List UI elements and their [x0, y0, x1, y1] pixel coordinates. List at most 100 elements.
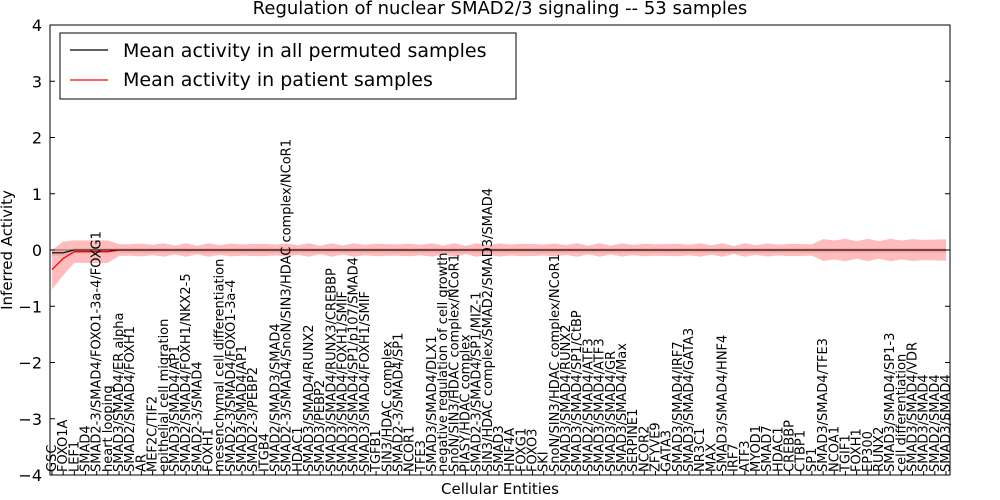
entity-label: EP300 [861, 431, 876, 472]
entity-label: SMAD3/SMAD4/IRF7 [671, 341, 686, 472]
x-axis-label: Cellular Entities [441, 480, 559, 498]
entity-label: SMAD7 [760, 425, 775, 472]
legend: Mean activity in all permuted samples Me… [59, 32, 517, 100]
entity-label: SMAD3/SMAD4/VDR [906, 342, 921, 472]
entity-label: SMAD4 [79, 425, 94, 472]
entity-label: SMAD3/SMAD4/SP1/CtBP [570, 310, 585, 472]
entity-label: HNF4A [503, 428, 518, 472]
entity-label: SMAD3/SMAD4/HNF4 [716, 335, 731, 472]
entity-label: SMAD3/SMAD4/RUNX3/CREBBP [324, 268, 339, 472]
y-axis-label: Inferred Activity [0, 190, 16, 310]
entity-label: SMAD2/SMAD4/FOXH1 [123, 326, 138, 472]
entity-label: SIN3/HDAC complex/SMAD2/SMAD3/SMAD4 [481, 188, 496, 472]
entity-label: SMAD2/SMAD4 [928, 374, 943, 472]
entity-label: SMAD2-3/SMAD4/SP1 [391, 333, 406, 472]
entity-label: SMAD3 [492, 425, 507, 472]
entity-label: SMAD2-3/SMAD4 [190, 361, 205, 472]
entity-label: AR [134, 454, 149, 472]
legend-box [59, 32, 517, 100]
entity-label: FOXO1A [56, 420, 71, 472]
entity-label: SMAD2/SMAD3/SMAD4 [269, 323, 284, 472]
permuted-mean-line [52, 249, 946, 254]
entity-label: HDAC1 [771, 426, 786, 472]
entity-label: SMAD3/SMAD4/Max [615, 343, 630, 472]
entity-label: SKI [537, 451, 552, 472]
entity-label: FOXG1 [514, 428, 529, 472]
entity-label: TGIF1 [838, 434, 853, 473]
entity-label: SIN3/HDAC complex [380, 341, 395, 472]
entity-label: SMAD2-3/SMAD4/FOXO1-3a-4 [224, 280, 239, 472]
entity-label: SMAD3/SMAD4/SP1/p107/SMAD4 [347, 257, 362, 472]
entity-label: SMAD3/SMAD4/AP1 [235, 345, 250, 472]
y-tick-label: −2 [18, 354, 42, 373]
entity-label: SMAD2-3/SMAD4/SnoN/SIN3/HDAC complex/NCo… [280, 139, 295, 472]
entity-label: SMAD3/SMAD4/GATA3 [682, 328, 697, 472]
entity-label: ATF3 [738, 440, 753, 472]
entity-label: SMAD3/PEBP2 [313, 380, 328, 472]
entity-label: FOXH1 [202, 428, 217, 472]
entity-label: SMAD3/SMAD4/SP1-3 [883, 333, 898, 472]
y-tick-label: 1 [32, 185, 42, 204]
entity-label: SMAD3/SMAD4 [917, 374, 932, 472]
entity-label: CREBBP [783, 420, 798, 472]
entity-label: SMAD3/SMAD4/RUNX2 [302, 325, 317, 473]
entity-label: negative regulation of cell growth [436, 252, 451, 472]
entity-label: ZFYVE9 [649, 422, 664, 472]
y-tick-label: 0 [32, 241, 42, 260]
legend-label-patient: Mean activity in patient samples [123, 69, 433, 91]
entity-label: CTBP1 [794, 430, 809, 472]
y-tick-label: −1 [18, 297, 42, 316]
entity-label: SMAD2-3/SMAD4/SP1/MIZ-1 [470, 292, 485, 472]
y-tick-label: −3 [18, 410, 42, 429]
entity-label: NCOA1 [827, 426, 842, 472]
entity-label: HDAC1 [291, 426, 306, 472]
entity-label: SMAD3/SMAD4/AP1 [168, 345, 183, 472]
entity-label: RUNX2 [872, 427, 887, 472]
entity-label: SMAD3/SMAD4 [939, 374, 954, 472]
entity-label: MYOD1 [749, 425, 764, 472]
entity-label: SMAD3/SMAD4/RUNX2 [559, 325, 574, 473]
y-tick-label: 3 [32, 72, 42, 91]
entity-label: ITGB4 [257, 433, 272, 472]
y-tick-label: −4 [18, 466, 42, 485]
entity-label: PIASY/HDAC complex [459, 334, 474, 472]
entity-label: GATA3 [660, 430, 675, 472]
legend-label-permuted: Mean activity in all permuted samples [123, 40, 486, 62]
chart-title: Regulation of nuclear SMAD2/3 signaling … [253, 0, 748, 19]
entity-label: MEF2C/TIF2 [146, 396, 161, 472]
entity-label: SMAD2/SMAD4/FOXH1/NKX2-5 [179, 273, 194, 472]
entity-label: SMAD2/SMAD4/ATF3 [581, 338, 596, 472]
entity-label: SERPINE1 [626, 409, 641, 472]
entity-label: heart looping [101, 385, 116, 472]
entity-label: SMAD3/SMAD4/FOXH1/SMIF [336, 291, 351, 472]
entity-label: TGFB1 [369, 429, 384, 473]
entity-label: NCOR1 [403, 426, 418, 472]
entity-label: TFE3 [414, 440, 429, 473]
entity-label: MAX [704, 443, 719, 472]
entity-label: cell differentiation [894, 354, 909, 472]
entity-label: IRF7 [727, 443, 742, 472]
entity-label: SMAD3/SMAD4/ATF3 [593, 338, 608, 472]
entity-label: SMAD3/SMAD4/DLX1 [425, 336, 440, 472]
entity-label: FOXH1 [850, 428, 865, 472]
entity-label: GSC [45, 445, 60, 472]
entity-label: SnoN/SIN3/HDAC complex/NCoR1 [447, 254, 462, 472]
entity-label: epithelial cell migration [157, 319, 172, 472]
entity-label: SMAD3/SMAD4/ER alpha [112, 313, 127, 472]
entity-label: SMAD2-3/PEBP2 [246, 367, 261, 472]
entity-label: SMAD2-3/SMAD4/FOXO1-3a-4/FOXG1 [90, 231, 105, 472]
entity-label: LEF1 [67, 441, 82, 472]
entity-label: SMAD3/SMAD4/TFE3 [816, 338, 831, 472]
y-tick-label: 2 [32, 129, 42, 148]
entity-label: SP1 [805, 448, 820, 472]
patient-variance-band [52, 238, 946, 290]
entity-label: NR3C1 [693, 428, 708, 472]
entity-label: NCOR2 [637, 426, 652, 472]
entity-label: SMAD3/SMAD4/GR [604, 351, 619, 472]
entity-label: mesenchymal cell differentiation [213, 259, 228, 472]
entity-label: FOXO3 [526, 429, 541, 472]
entity-label: SMAD3/SMAD4/FOXH1/SMIF [358, 291, 373, 472]
y-tick-label: 4 [32, 16, 42, 35]
entity-label: SnoN/SIN3/HDAC complex/NCoR1 [548, 254, 563, 472]
